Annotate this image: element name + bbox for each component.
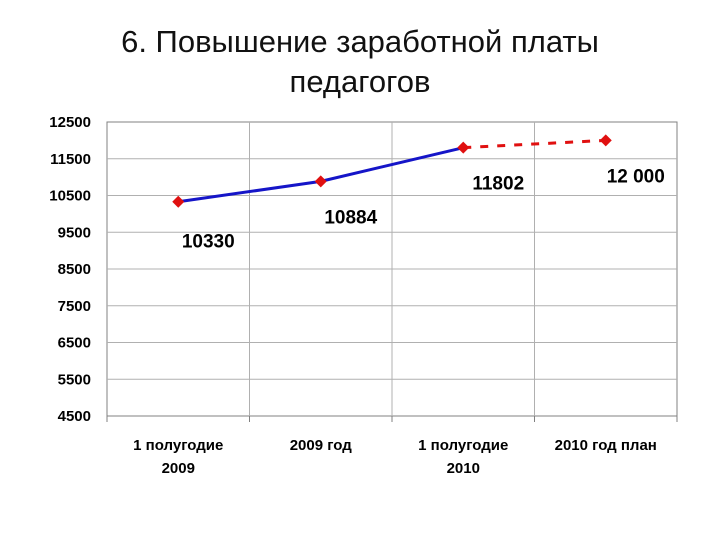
y-tick-label: 7500 [58,298,91,315]
y-tick-label: 9500 [58,224,91,241]
data-point-marker [599,134,612,147]
data-label: 10884 [324,207,377,228]
actual-line-segment [320,146,464,183]
plan-line-segment [463,138,606,150]
data-label: 11802 [472,174,524,195]
y-tick-label: 4500 [58,408,91,425]
data-label: 12 000 [607,166,665,187]
chart-title-line-2: педагогов [289,64,431,99]
y-tick-label: 12500 [49,114,91,131]
data-label: 10330 [182,232,235,253]
x-tick-label: 1 полугодие [418,437,508,454]
data-point-marker [457,141,470,154]
chart-title: 6. Повышение заработной платы педагогов [0,22,720,102]
chart-title-line-1: 6. Повышение заработной платы [121,24,599,59]
y-tick-label: 6500 [58,335,91,352]
y-axis-ticks: 4500 5500 6500 7500 8500 9500 10500 11500 12500 [49,114,91,425]
data-labels: 10330 10884 11802 12 000 [182,166,665,252]
y-tick-label: 10500 [49,188,91,205]
x-axis-ticks: 1 полугодие 2009 2009 год 1 полугодие 2010 20… [106,416,678,477]
actual-line-segment [178,179,321,204]
x-tick-label: 1 полугодие [133,437,223,454]
series-markers [172,134,612,208]
data-point-marker [314,175,327,188]
y-tick-label: 5500 [58,371,91,388]
x-tick-label: 2010 год план [555,437,657,454]
gridlines [107,122,677,416]
x-tick-label: 2009 год [290,437,353,454]
x-tick-label: 2010 [447,460,480,477]
data-point-marker [172,195,185,208]
y-tick-label: 8500 [58,261,91,278]
series-lines [178,138,606,204]
y-tick-label: 11500 [50,151,91,168]
x-tick-label: 2009 [162,460,195,477]
